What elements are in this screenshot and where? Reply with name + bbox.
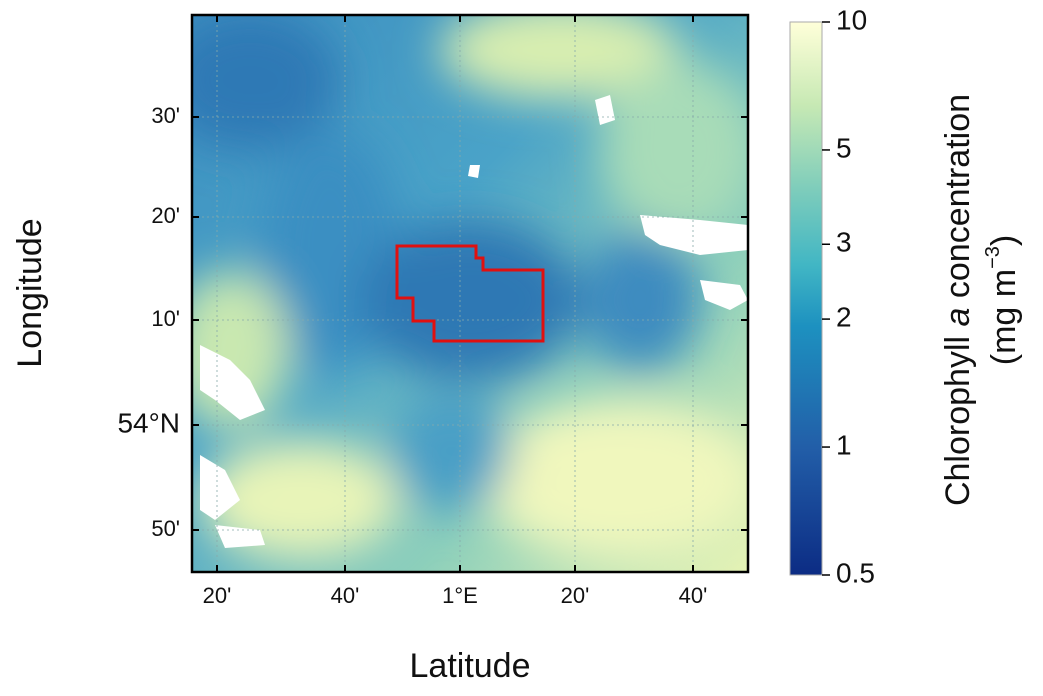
y-tick-label: 50': [151, 516, 180, 541]
y-tick-label: 10': [151, 306, 180, 331]
colorbar-title-part: Chlorophyll: [939, 336, 977, 506]
colorbar-title: Chlorophyll a concentration: [939, 94, 977, 506]
chlorophyll-map: [192, 15, 748, 572]
colorbar-tick-label: 2: [836, 301, 852, 332]
colorbar-unit-part: −3: [982, 246, 1004, 269]
colorbar-tick-label: 10: [836, 4, 867, 35]
colorbar-unit-part: (mg m: [985, 269, 1023, 365]
colorbar-tick-label: 0.5: [836, 557, 875, 588]
study-area: [395, 244, 545, 343]
colorbar-tick-label: 3: [836, 227, 852, 258]
x-tick-label: 20': [561, 583, 590, 608]
y-tick-label: 20': [151, 203, 180, 228]
x-tick-label: 40': [679, 583, 708, 608]
x-tick-label: 40': [331, 583, 360, 608]
colorbar-tick-label: 5: [836, 132, 852, 163]
colorbar-unit: (mg m−3): [982, 235, 1023, 365]
x-axis-label: Latitude: [410, 647, 531, 685]
colorbar-unit-part: ): [985, 235, 1023, 246]
colorbar-tick-label: 1: [836, 429, 852, 460]
colorbar-title-part: a: [939, 308, 977, 327]
map-frame: [190, 13, 750, 574]
colorbar-title-part: concentration: [939, 94, 977, 298]
x-tick-label: 20': [203, 583, 232, 608]
x-tick-label: 1°E: [442, 583, 478, 608]
y-tick-label: 54°N: [117, 407, 180, 438]
y-tick-label: 30': [151, 103, 180, 128]
colorbar: [789, 21, 823, 576]
y-axis-label: Longitude: [11, 218, 49, 367]
